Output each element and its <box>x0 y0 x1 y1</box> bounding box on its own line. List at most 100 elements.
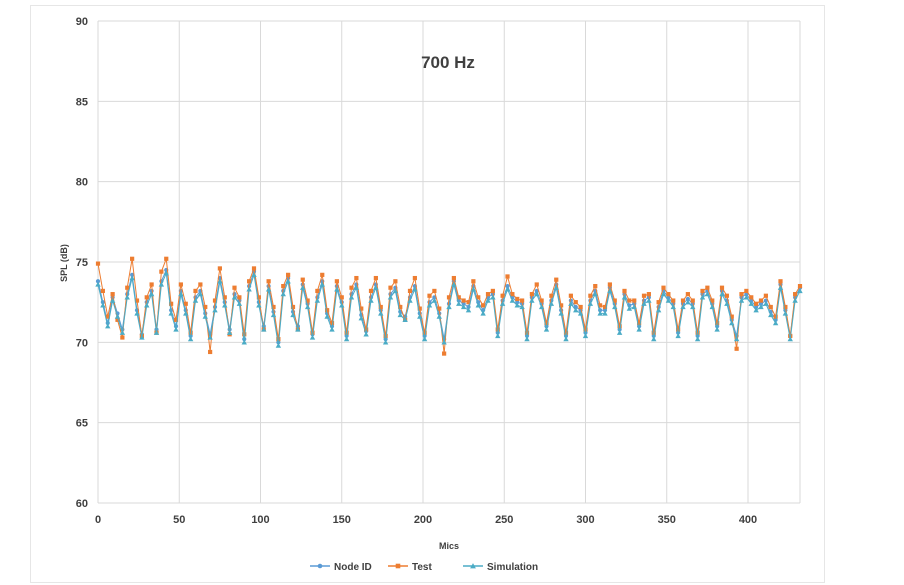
chart-svg: 60 65 70 75 80 85 90 0 50 100 150 200 250 300 350 400 7… <box>59 16 803 573</box>
x-tick-label: 0 <box>95 514 101 526</box>
data-point <box>124 294 130 300</box>
data-point <box>265 286 272 292</box>
data-point <box>207 334 213 340</box>
data-point <box>685 296 690 302</box>
legend-label: Node ID <box>334 562 372 573</box>
data-point <box>749 295 754 300</box>
data-point <box>109 297 116 303</box>
data-point <box>461 298 466 303</box>
data-point <box>754 301 759 306</box>
data-point <box>247 279 252 284</box>
data-point <box>114 313 121 319</box>
x-tick-label: 150 <box>333 514 351 526</box>
data-point <box>714 326 720 332</box>
data-point <box>325 308 330 313</box>
legend-item: Node ID <box>310 562 372 573</box>
data-point <box>793 292 798 297</box>
data-point <box>139 334 145 340</box>
data-point <box>202 313 208 319</box>
data-point <box>442 351 447 356</box>
data-point <box>670 304 676 310</box>
data-point <box>300 277 305 282</box>
data-point <box>777 285 784 290</box>
data-point <box>700 288 705 294</box>
data-point <box>626 305 633 311</box>
data-point <box>729 320 735 326</box>
data-point <box>344 330 349 335</box>
data-point <box>768 304 773 310</box>
data-point <box>763 293 768 298</box>
data-point <box>548 301 555 306</box>
data-point <box>694 336 701 342</box>
data-point <box>358 315 364 321</box>
data-point <box>387 294 394 300</box>
data-point <box>646 292 651 297</box>
data-point <box>95 281 101 287</box>
data-point <box>466 300 471 305</box>
data-point <box>495 327 500 332</box>
data-point <box>193 288 198 294</box>
data-point <box>593 284 598 289</box>
data-point <box>319 281 325 287</box>
data-point <box>704 291 711 297</box>
data-point <box>159 269 164 274</box>
data-point <box>105 314 110 319</box>
data-point <box>275 342 282 348</box>
data-point <box>734 346 739 351</box>
data-point <box>295 326 301 332</box>
data-point <box>397 312 403 318</box>
data-point <box>753 307 759 313</box>
data-point <box>617 324 622 329</box>
data-point <box>456 295 461 300</box>
data-point <box>559 303 564 308</box>
data-point <box>465 307 472 313</box>
data-point <box>539 298 544 303</box>
data-point <box>153 329 160 335</box>
data-point <box>758 298 764 303</box>
data-point <box>378 304 383 310</box>
data-point <box>270 312 277 318</box>
data-point <box>510 292 515 297</box>
legend-swatch-marker <box>317 563 323 569</box>
data-point <box>373 275 378 281</box>
data-point <box>388 285 393 290</box>
data-point <box>212 298 218 303</box>
data-point <box>256 302 262 308</box>
data-point <box>719 285 725 290</box>
data-point <box>461 301 466 306</box>
data-point <box>690 304 696 310</box>
data-point <box>125 285 130 290</box>
data-point <box>778 279 783 284</box>
data-point <box>481 303 486 308</box>
data-point <box>490 288 495 294</box>
data-point <box>363 331 369 337</box>
data-point <box>622 288 627 294</box>
data-point <box>198 282 203 287</box>
data-point <box>412 286 418 292</box>
chart-title: 700 Hz <box>421 53 475 72</box>
data-point <box>110 292 115 297</box>
data-point <box>417 306 422 311</box>
data-point <box>426 302 433 308</box>
data-point <box>286 272 291 277</box>
data-point <box>733 336 740 342</box>
data-point <box>577 310 584 316</box>
legend-swatch-marker <box>395 563 401 569</box>
data-point <box>709 304 715 310</box>
data-point <box>169 301 174 306</box>
data-point <box>582 333 589 339</box>
data-point <box>173 317 179 322</box>
data-point <box>627 298 632 303</box>
data-point <box>792 297 798 303</box>
data-point <box>660 291 667 297</box>
data-point <box>587 301 594 306</box>
data-point <box>524 336 530 342</box>
data-point <box>724 293 729 298</box>
data-point <box>134 298 140 303</box>
data-point <box>505 274 510 279</box>
data-point <box>715 320 720 326</box>
data-point <box>705 285 710 290</box>
data-point <box>471 279 476 284</box>
data-point <box>446 304 452 310</box>
data-point <box>437 306 442 311</box>
